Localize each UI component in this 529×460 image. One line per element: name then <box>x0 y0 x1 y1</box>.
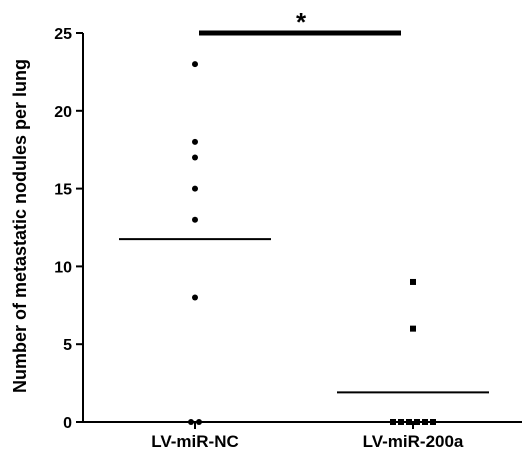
data-point <box>188 419 194 425</box>
y-tick-label: 0 <box>63 415 72 432</box>
y-tick-label: 25 <box>54 26 72 43</box>
data-point <box>410 325 416 332</box>
data-point <box>406 419 412 425</box>
data-point <box>414 419 420 425</box>
y-tick-label: 20 <box>54 104 72 121</box>
significance-star: * <box>296 7 307 37</box>
data-point <box>196 419 202 425</box>
significance-annotation: * <box>199 7 401 37</box>
data-point <box>390 419 396 425</box>
x-axis: LV-miR-NC LV-miR-200a <box>83 421 522 451</box>
y-tick-label: 5 <box>63 337 72 354</box>
data-point <box>422 419 428 425</box>
mean-lines <box>119 238 489 394</box>
data-point <box>410 278 416 285</box>
y-tick-label: 10 <box>54 259 72 276</box>
data-point <box>398 419 404 425</box>
y-tick-label: 15 <box>54 182 72 199</box>
data-point <box>192 138 198 145</box>
x-tick-label: LV-miR-200a <box>363 432 464 451</box>
data-point <box>192 61 198 68</box>
data-points <box>188 61 436 425</box>
y-axis: 0 5 10 15 20 25 <box>54 26 84 432</box>
data-point <box>192 154 198 161</box>
y-axis-title: Number of metastatic nodules per lung <box>10 59 30 393</box>
data-point <box>430 419 436 425</box>
data-point <box>192 185 198 192</box>
x-tick-label: LV-miR-NC <box>151 432 239 451</box>
data-point <box>192 216 198 223</box>
data-point <box>192 294 198 301</box>
